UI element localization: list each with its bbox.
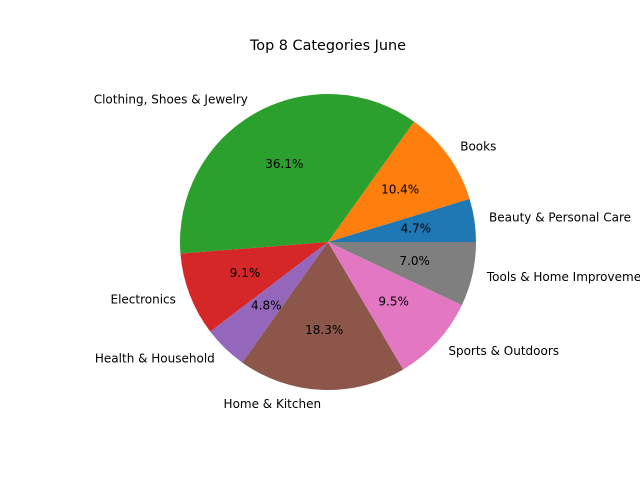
slice-percent-sports-outdoors: 9.5% — [378, 294, 409, 308]
pie-slice-clothing-shoes-jewelry — [179, 93, 415, 254]
slice-label-clothing-shoes-jewelry: Clothing, Shoes & Jewelry — [94, 93, 248, 107]
slice-percent-tools-home-improvement: 7.0% — [399, 254, 430, 268]
chart-title: Top 8 Categories June — [249, 38, 406, 54]
slice-label-health-household: Health & Household — [95, 352, 215, 366]
slice-percent-books: 10.4% — [381, 183, 419, 197]
pie-slice-beauty-personal-care — [328, 198, 476, 242]
slice-percent-clothing-shoes-jewelry: 36.1% — [265, 157, 303, 171]
pie-slice-tools-home-improvement — [328, 242, 476, 306]
pie-slice-sports-outdoors — [328, 242, 462, 370]
pie-slices — [179, 93, 476, 390]
pie-labels: Beauty & Personal Care 4.7% Books 10.4% Clot… — [94, 93, 640, 411]
pie-slice-books — [328, 121, 470, 242]
slice-label-beauty-personal-care: Beauty & Personal Care — [489, 211, 631, 225]
slice-label-tools-home-improvement: Tools & Home Improvement — [486, 270, 640, 284]
slice-label-books: Books — [460, 140, 496, 154]
slice-percent-beauty-personal-care: 4.7% — [401, 221, 432, 235]
pie-slice-electronics — [180, 242, 328, 332]
pie-slice-health-household — [210, 242, 328, 363]
slice-percent-home-kitchen: 18.3% — [305, 323, 343, 337]
slice-percent-health-household: 4.8% — [251, 298, 282, 312]
slice-label-electronics: Electronics — [111, 293, 176, 307]
pie-slice-home-kitchen — [242, 242, 404, 390]
slice-label-sports-outdoors: Sports & Outdoors — [448, 344, 559, 358]
slice-percent-electronics: 9.1% — [230, 266, 261, 280]
slice-label-home-kitchen: Home & Kitchen — [224, 397, 322, 411]
